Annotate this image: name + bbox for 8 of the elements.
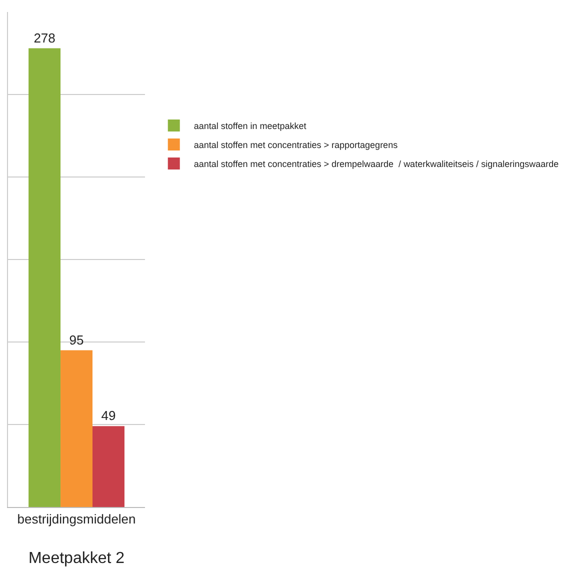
legend-label: aantal stoffen met concentraties > rapportagegrens [194,140,398,150]
legend-label: aantal stoffen in meetpakket [194,121,307,132]
data-label: 95 [69,332,84,348]
x-tick-label: bestrijdingsmiddelen [17,512,136,527]
legend-label: aantal stoffen met concentraties > drempelwaarde / waterkwaliteitseis / signaleringswaarde [194,159,559,170]
data-label: 278 [34,30,56,46]
data-label: 49 [101,408,116,424]
x-axis-title: Meetpakket 2 [28,550,125,567]
